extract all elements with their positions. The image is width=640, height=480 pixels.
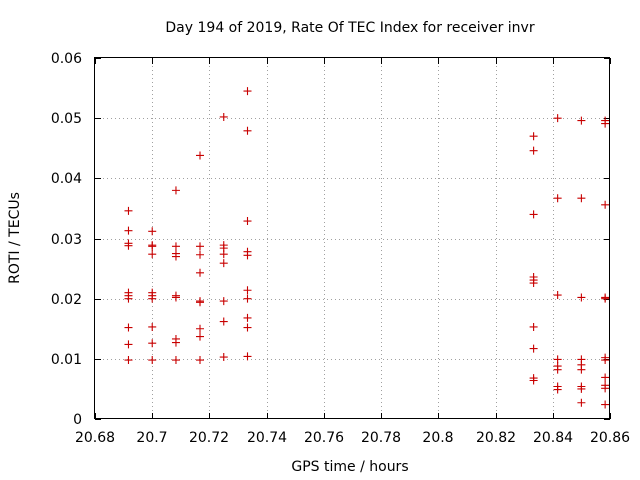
data-point (243, 217, 252, 226)
x-tick-label: 20.76 (304, 430, 344, 446)
data-point (124, 206, 133, 215)
data-point (171, 293, 180, 302)
x-tick-label: 20.78 (361, 430, 401, 446)
data-point (148, 339, 157, 348)
x-tick-labels: 20.68 20.7 20.72 20.74 20.76 20.78 20.8 20.82 20… (75, 430, 630, 446)
data-point (124, 323, 133, 332)
data-point (577, 365, 586, 374)
data-point (601, 200, 610, 209)
x-tick-label: 20.74 (247, 430, 287, 446)
data-point (243, 126, 252, 135)
data-point (553, 194, 562, 203)
data-point (196, 356, 205, 365)
data-point (601, 400, 610, 409)
data-point (196, 242, 205, 251)
x-tick-label: 20.82 (476, 430, 516, 446)
x-axis-label: GPS time / hours (291, 459, 408, 475)
data-point (577, 384, 586, 393)
x-tick-label: 20.7 (136, 430, 167, 446)
data-point (124, 340, 133, 349)
data-point (243, 313, 252, 322)
data-point (601, 373, 610, 382)
data-point (577, 116, 586, 125)
data-point (553, 365, 562, 374)
y-tick-label: 0.05 (51, 111, 82, 127)
data-point (243, 286, 252, 295)
data-point (124, 294, 133, 303)
data-point (529, 210, 538, 219)
data-point (243, 294, 252, 303)
data-point (219, 317, 228, 326)
data-point (219, 353, 228, 362)
data-point (601, 356, 610, 365)
axis-ticks (95, 58, 611, 420)
data-point (219, 112, 228, 121)
data-point (243, 352, 252, 361)
plot-frame (94, 57, 610, 419)
data-point (529, 322, 538, 331)
data-point (553, 114, 562, 123)
data-point (577, 194, 586, 203)
data-point (196, 332, 205, 341)
data-point (601, 119, 610, 128)
data-point (171, 186, 180, 195)
data-point (553, 385, 562, 394)
data-point (148, 294, 157, 303)
data-point (553, 291, 562, 300)
x-tick-label: 20.8 (422, 430, 453, 446)
data-point (219, 259, 228, 268)
y-tick-label: 0 (73, 412, 82, 428)
data-points (124, 87, 610, 409)
grid (95, 58, 610, 419)
data-point (243, 251, 252, 260)
data-point (148, 356, 157, 365)
x-tick-label: 20.84 (533, 430, 573, 446)
x-tick-label: 20.86 (590, 430, 630, 446)
y-tick-label: 0.04 (51, 171, 82, 187)
data-point (171, 356, 180, 365)
data-point (171, 252, 180, 261)
data-point (529, 279, 538, 288)
data-point (529, 146, 538, 155)
data-point (529, 376, 538, 385)
data-point (148, 242, 157, 251)
y-tick-label: 0.06 (51, 51, 82, 67)
data-point (148, 322, 157, 331)
y-axis-label: ROTI / TECUs (7, 192, 23, 284)
y-tick-label: 0.01 (51, 352, 82, 368)
data-point (124, 356, 133, 365)
y-tick-labels: 0 0.01 0.02 0.03 0.04 0.05 0.06 (51, 51, 82, 428)
chart-title: Day 194 of 2019, Rate Of TEC Index for r… (165, 20, 534, 36)
x-tick-label: 20.72 (189, 430, 229, 446)
data-point (196, 268, 205, 277)
data-point (196, 151, 205, 160)
data-point (171, 338, 180, 347)
data-point (148, 250, 157, 259)
data-point (196, 324, 205, 333)
data-point (124, 226, 133, 235)
data-point (529, 344, 538, 353)
y-tick-label: 0.02 (51, 292, 82, 308)
data-point (601, 294, 610, 303)
x-tick-label: 20.68 (75, 430, 115, 446)
data-point (219, 297, 228, 306)
data-point (577, 398, 586, 407)
data-point (601, 384, 610, 393)
data-point (171, 242, 180, 251)
data-point (577, 293, 586, 302)
data-point (124, 241, 133, 250)
data-point (196, 250, 205, 259)
data-point (243, 87, 252, 96)
data-point (529, 132, 538, 141)
data-point (219, 250, 228, 259)
data-point (148, 227, 157, 236)
data-point (196, 298, 205, 307)
y-tick-label: 0.03 (51, 232, 82, 248)
data-point (243, 323, 252, 332)
